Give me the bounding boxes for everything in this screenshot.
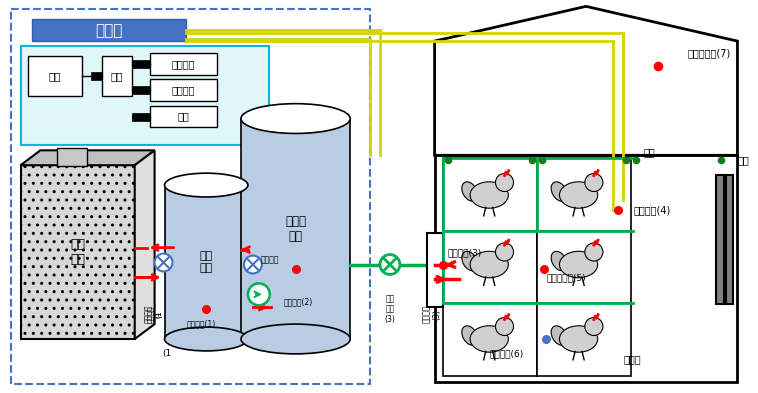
Bar: [537, 303, 631, 376]
Text: 온도센서(1): 온도센서(1): [186, 320, 216, 329]
Text: 온도센서: 온도센서: [261, 255, 280, 264]
Text: 유량: 유량: [177, 112, 190, 121]
Point: [441, 157, 453, 163]
Text: 히트
펜프: 히트 펜프: [70, 238, 85, 266]
Point: [612, 207, 625, 213]
Point: [290, 266, 302, 273]
Point: [537, 266, 550, 273]
Point: [526, 157, 538, 163]
Circle shape: [585, 318, 603, 336]
Bar: [20, 165, 135, 339]
Circle shape: [248, 283, 270, 305]
Bar: [427, 233, 443, 307]
Polygon shape: [20, 151, 155, 165]
Circle shape: [585, 243, 603, 261]
Point: [715, 157, 727, 163]
Bar: [132, 113, 149, 121]
Bar: [149, 53, 217, 75]
Bar: [33, 19, 186, 41]
Text: 순환펜프
(1: 순환펜프 (1: [146, 306, 161, 323]
Bar: [241, 119, 350, 339]
Text: 회로: 회로: [111, 71, 123, 81]
Bar: [716, 175, 724, 304]
Polygon shape: [135, 151, 155, 339]
Bar: [27, 56, 82, 96]
Text: 측창: 측창: [738, 155, 749, 165]
Text: 순환펙프(2): 순환펙프(2): [283, 298, 313, 307]
Bar: [537, 231, 631, 303]
Ellipse shape: [164, 327, 248, 351]
Circle shape: [496, 173, 513, 191]
Ellipse shape: [551, 182, 567, 201]
Text: 온도센서(6): 온도센서(6): [490, 349, 525, 358]
Point: [536, 157, 548, 163]
Text: 음용수
킱크: 음용수 킱크: [285, 215, 306, 243]
Bar: [149, 79, 217, 101]
Bar: [443, 303, 537, 376]
Ellipse shape: [462, 252, 478, 271]
Circle shape: [244, 255, 262, 274]
Point: [620, 157, 632, 163]
Text: 순환펜프
(3): 순환펜프 (3): [422, 305, 441, 323]
Bar: [434, 155, 738, 382]
Ellipse shape: [559, 182, 598, 208]
Text: 온도센서(4): 온도센서(4): [633, 205, 670, 215]
Ellipse shape: [551, 326, 567, 345]
Bar: [149, 106, 217, 127]
Bar: [164, 185, 248, 339]
Bar: [443, 158, 537, 231]
Point: [540, 336, 552, 342]
Ellipse shape: [462, 326, 478, 345]
Text: 전력: 전력: [48, 71, 61, 81]
Circle shape: [380, 255, 400, 274]
Text: 온습도센서(7): 온습도센서(7): [688, 48, 731, 58]
Bar: [537, 158, 631, 231]
Point: [652, 63, 664, 69]
Bar: [132, 60, 149, 68]
Ellipse shape: [241, 104, 350, 134]
Circle shape: [496, 243, 513, 261]
Ellipse shape: [470, 326, 509, 352]
Text: 제어판: 제어판: [96, 23, 123, 38]
Ellipse shape: [241, 324, 350, 354]
Text: 순환펜프
(1: 순환펜프 (1: [144, 305, 163, 323]
Ellipse shape: [470, 251, 509, 278]
Bar: [58, 148, 87, 166]
Circle shape: [496, 318, 513, 336]
Text: 니플: 니플: [643, 147, 655, 157]
Text: 온도센서(3): 온도센서(3): [447, 248, 482, 257]
Circle shape: [585, 173, 603, 191]
Ellipse shape: [551, 252, 567, 271]
Text: 온습도센서(5): 온습도센서(5): [547, 273, 587, 282]
Text: 먹이통: 먹이통: [623, 354, 641, 364]
Text: 전류전압: 전류전압: [171, 59, 195, 69]
Ellipse shape: [470, 182, 509, 208]
Text: 순환
펜프
(3): 순환 펜프 (3): [384, 294, 396, 324]
Point: [437, 261, 449, 268]
Bar: [443, 231, 537, 303]
Bar: [91, 72, 102, 80]
Point: [200, 306, 212, 312]
Text: 축열
킱크: 축열 킱크: [199, 251, 213, 273]
Text: (1: (1: [162, 349, 171, 358]
Circle shape: [155, 253, 173, 272]
Bar: [102, 56, 132, 96]
Text: 온도습도: 온도습도: [171, 85, 195, 95]
Ellipse shape: [462, 182, 478, 201]
Bar: [725, 175, 734, 304]
Point: [630, 157, 642, 163]
Ellipse shape: [164, 173, 248, 197]
Bar: [132, 86, 149, 94]
Bar: [20, 46, 269, 145]
Ellipse shape: [559, 251, 598, 278]
Ellipse shape: [559, 326, 598, 352]
